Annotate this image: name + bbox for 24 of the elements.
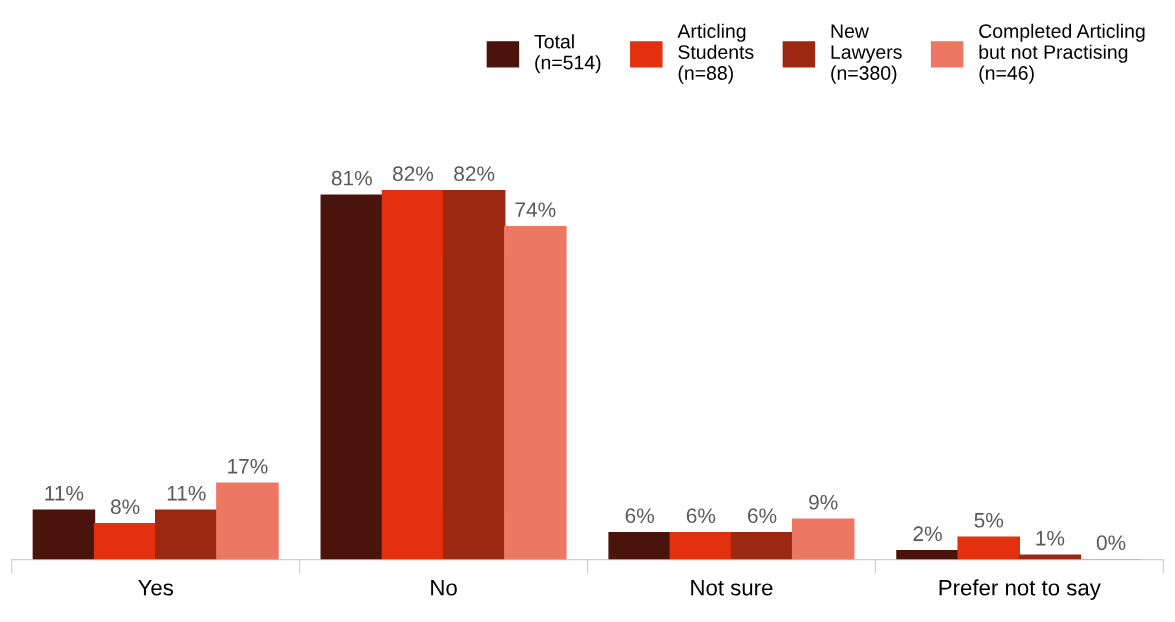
data-label: 6% [686,508,716,524]
data-label: 6% [748,508,777,524]
legend-label: Articling Students (n=88) [677,23,754,84]
data-label: 81% [331,170,372,186]
data-label: 6% [625,508,654,524]
x-tick-label: No [431,580,457,596]
data-label: 82% [393,166,434,182]
data-label: 82% [454,166,495,182]
data-label: 11% [167,485,206,501]
data-label: 9% [809,494,838,510]
data-label: 17% [228,458,268,474]
x-tick-label: Prefer not to say [939,579,1101,600]
x-tick-label: Not sure [691,580,773,596]
data-label: 74% [515,202,556,217]
legend-label: Completed Articling but not Practising (n=46) [979,23,1145,84]
legend-label: New Lawyers (n=380) [831,24,902,84]
x-tick-label: Yes [138,580,174,596]
data-label: 8% [110,499,140,515]
data-label: 2% [913,526,942,542]
legend-label: Total (n=514) [534,34,601,74]
data-label: 0% [1096,535,1126,551]
data-label: 11% [45,485,84,501]
data-label: 1% [1036,530,1065,546]
data-label: 5% [974,512,1004,528]
